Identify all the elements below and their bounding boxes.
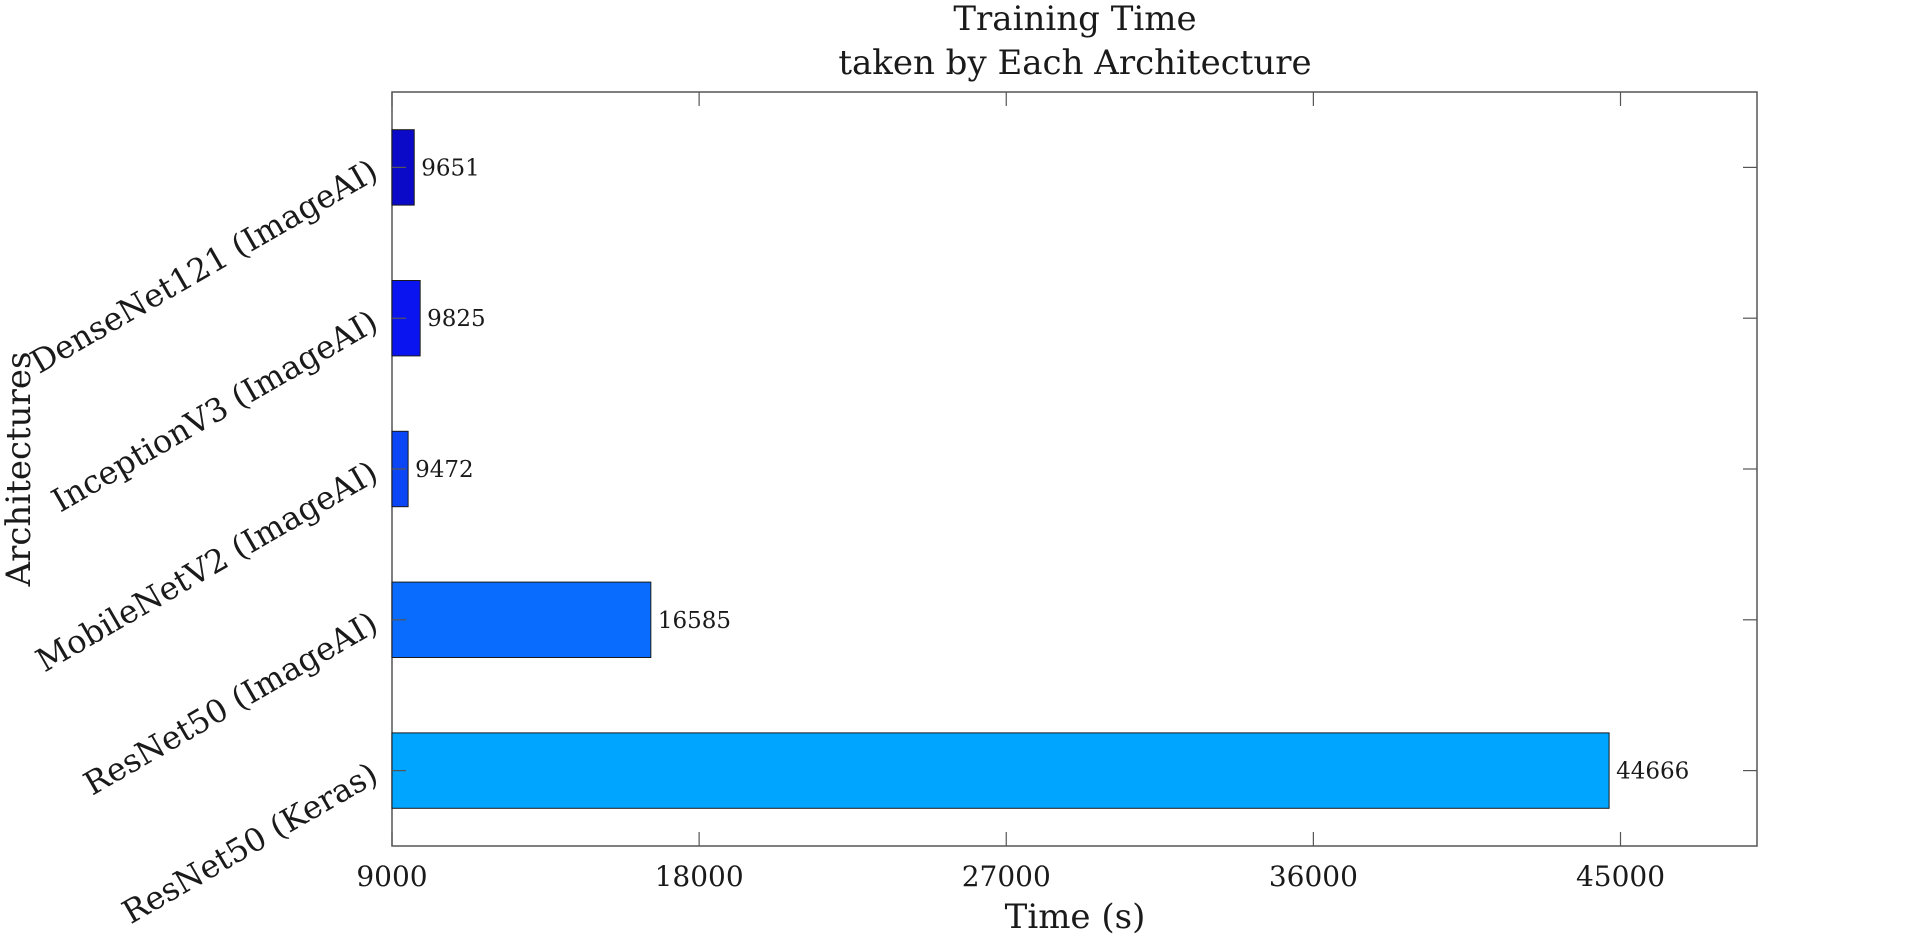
category-labels-group: DenseNet121 (ImageAI)InceptionV3 (ImageA…	[24, 151, 384, 931]
bars-group	[391, 129, 1610, 809]
data-label-densenet121-imageai: 9651	[421, 155, 480, 181]
data-label-mobilenetv2-imageai: 9472	[415, 457, 474, 483]
data-labels-group: 9651 9825 9472 16585 44666	[415, 155, 1689, 784]
x-ticks-group: 9000 18000 27000 36000 45000	[356, 92, 1665, 893]
chart-title-line-1: Training Time	[953, 0, 1196, 39]
x-tick-label-18000: 18000	[655, 860, 744, 893]
x-tick-label-45000: 45000	[1576, 860, 1665, 893]
x-tick-label-36000: 36000	[1269, 860, 1358, 893]
chart-title-line-2: taken by Each Architecture	[838, 43, 1311, 83]
category-label-resnet50-keras: ResNet50 (Keras)	[116, 755, 384, 932]
data-label-inceptionv3-imageai: 9825	[427, 306, 486, 332]
bar-resnet50-imageai	[391, 581, 652, 658]
y-ticks-group	[392, 166, 1757, 772]
x-axis-label: Time (s)	[1005, 897, 1146, 937]
data-label-resnet50-keras: 44666	[1616, 759, 1689, 785]
x-tick-label-9000: 9000	[356, 860, 427, 893]
bar-resnet50-keras	[391, 732, 1610, 809]
y-axis-label: Architectures	[0, 352, 39, 588]
x-tick-label-27000: 27000	[962, 860, 1051, 893]
data-label-resnet50-imageai: 16585	[658, 608, 731, 634]
